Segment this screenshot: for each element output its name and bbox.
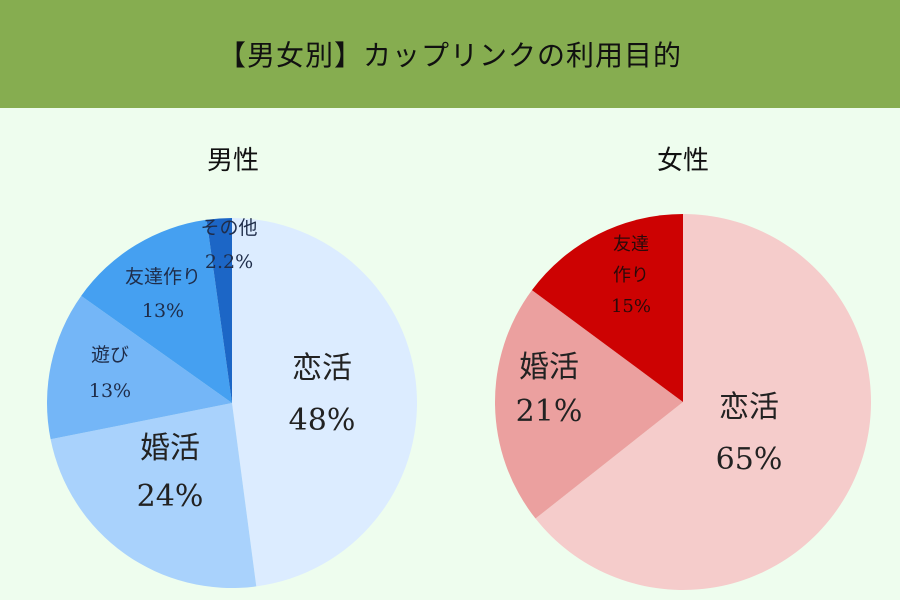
- header-bar: 【男女別】カップリンクの利用目的: [0, 0, 900, 108]
- pie-label-male-2-0: 遊び: [91, 344, 129, 366]
- pie-label-female-0-0: 恋活: [719, 390, 779, 425]
- pie-label-male-0-0: 恋活: [292, 351, 352, 386]
- pie-label-male-4-0: その他: [200, 217, 257, 239]
- pie-label-female-2-1: 作り: [613, 265, 649, 286]
- page-title: 【男女別】カップリンクの利用目的: [217, 39, 682, 72]
- pie-label-female-1-0: 婚活: [519, 350, 579, 385]
- pie-label-male-1-0: 婚活: [140, 431, 200, 466]
- pie-value-female-0: 65%: [716, 442, 783, 477]
- pie-female: 恋活 65% 婚活 21% 友達作り 15%: [495, 214, 871, 590]
- pie-value-male-4: 2.2%: [205, 251, 253, 273]
- pie-value-male-3: 13%: [142, 300, 184, 322]
- pie-slice-female-2: [531, 214, 683, 402]
- pie-slice-male-2: [47, 295, 232, 440]
- pie-slice-female-1: [495, 290, 683, 519]
- pie-value-male-2: 13%: [89, 380, 131, 402]
- pie-slice-female-0: [535, 214, 871, 590]
- pie-value-male-0: 48%: [289, 403, 356, 438]
- pie-male: 恋活 48% 婚活 24% 遊び 13% 友達作り 13% その他 2.2%: [47, 217, 417, 589]
- chart-title-female: 女性: [656, 146, 709, 176]
- pie-slice-male-0: [232, 218, 417, 587]
- pie-label-female-2-0: 友達: [613, 234, 649, 255]
- chart-title-male: 男性: [206, 146, 259, 176]
- pie-slice-male-4: [206, 218, 232, 403]
- pie-value-male-1: 24%: [137, 479, 204, 514]
- pie-slice-male-1: [50, 403, 257, 589]
- pie-label-male-3-0: 友達作り: [125, 266, 201, 288]
- pie-value-female-1: 21%: [516, 394, 583, 429]
- pie-slice-male-3: [81, 219, 232, 403]
- pie-value-female-2: 15%: [611, 296, 651, 317]
